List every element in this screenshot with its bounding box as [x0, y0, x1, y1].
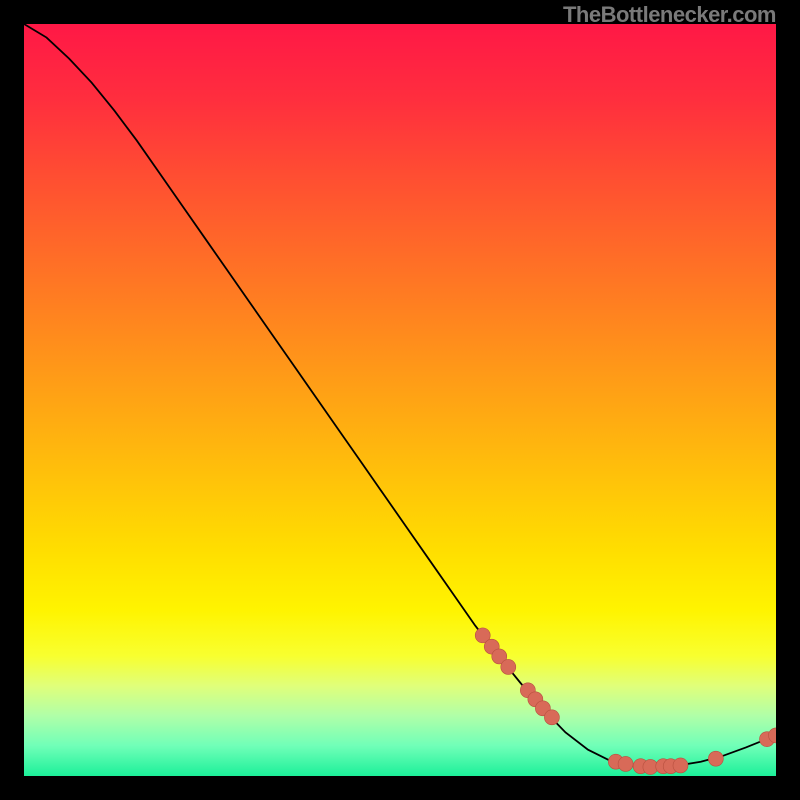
data-marker	[673, 758, 688, 773]
bottleneck-chart	[24, 24, 776, 776]
data-marker	[618, 756, 633, 771]
data-marker	[708, 751, 723, 766]
chart-svg	[24, 24, 776, 776]
chart-background	[24, 24, 776, 776]
data-marker	[544, 710, 559, 725]
data-marker	[501, 659, 516, 674]
